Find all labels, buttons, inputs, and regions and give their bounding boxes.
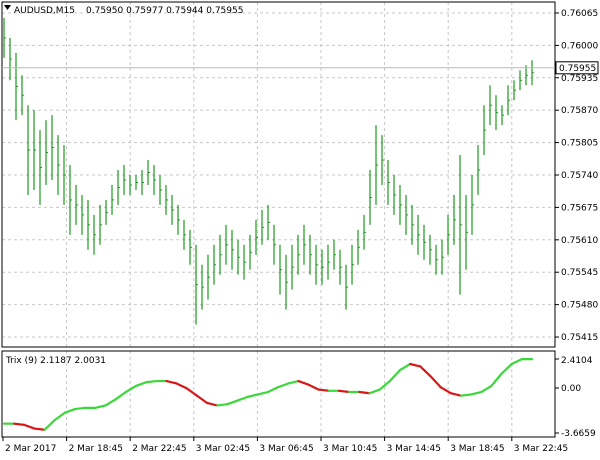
trix-segment-falling — [317, 388, 331, 392]
indicator-scale-min: -3.6659 — [561, 429, 596, 439]
trix-segment-falling — [185, 387, 199, 397]
current-price-label: 0.75955 — [559, 64, 596, 74]
time-tick-label: 2 Mar 18:45 — [69, 444, 123, 454]
symbol-label: AUDUSD,M15 — [14, 6, 75, 16]
price-tick-label: 0.75870 — [561, 106, 598, 116]
price-tick-label: 0.76065 — [561, 9, 598, 19]
price-tick-label: 0.75545 — [561, 268, 598, 278]
time-axis: 2 Mar 2017 2 Mar 18:45 2 Mar 22:45 3 Mar 02… — [2, 437, 568, 454]
price-tick-label: 0.75610 — [561, 236, 598, 246]
price-grid — [2, 2, 555, 347]
trix-segment-falling — [337, 389, 351, 394]
price-tick-label: 0.75415 — [561, 333, 598, 343]
trix-segment-rising — [490, 372, 503, 388]
trix-segment-rising — [398, 362, 412, 372]
trix-segment-rising — [287, 379, 300, 385]
price-tick-label: 0.75675 — [561, 203, 598, 213]
trix-segment-falling — [13, 422, 26, 426]
trix-segment-rising — [134, 381, 148, 388]
trix-segment-falling — [429, 375, 442, 389]
indicator-scale-max: 2.4104 — [561, 356, 593, 366]
indicator-panel-border — [1, 350, 556, 438]
trix-segment-falling — [23, 423, 36, 430]
trix-segment-rising — [266, 386, 280, 394]
trix-segment-rising — [124, 384, 138, 394]
trix-segment-falling — [205, 401, 219, 407]
trix-segment-rising — [236, 395, 249, 402]
trix-segment-rising — [226, 399, 239, 406]
trix-segment-falling — [409, 362, 422, 368]
current-price-tag: 0.75955 — [555, 61, 599, 75]
trix-segment-falling — [449, 392, 463, 397]
time-tick-label: 3 Mar 06:45 — [259, 444, 313, 454]
trix-segment-rising — [459, 393, 473, 397]
trix-segment-rising — [145, 379, 158, 384]
trix-segment-rising — [104, 398, 117, 407]
trix-segment-rising — [368, 388, 381, 395]
time-tick-label: 2 Mar 22:45 — [132, 444, 186, 454]
ohlc-label: 0.75950 0.75977 0.75944 0.75955 — [86, 6, 243, 16]
price-tick-label: 0.76000 — [561, 41, 598, 51]
trix-segment-rising — [53, 411, 67, 422]
time-tick-label: 3 Mar 22:45 — [514, 444, 568, 454]
indicator-scale-zero: 0.00 — [561, 384, 581, 394]
trix-segment-rising — [114, 390, 127, 401]
price-tick-label: 0.75740 — [561, 171, 598, 181]
trix-segment-rising — [63, 407, 77, 414]
chart-header: AUDUSD,M15 0.75950 0.75977 0.75944 0.759… — [4, 5, 243, 16]
trix-segment-rising — [277, 382, 290, 389]
trix-segment-falling — [307, 383, 320, 391]
price-tick-label: 0.75480 — [561, 301, 598, 311]
time-tick-label: 3 Mar 02:45 — [196, 444, 250, 454]
price-bars — [3, 17, 534, 325]
price-tick-label: 0.75935 — [561, 74, 598, 84]
trix-segment-rising — [73, 406, 87, 411]
time-tick-label: 3 Mar 14:45 — [387, 444, 441, 454]
trix-segment-rising — [480, 384, 493, 394]
trix-segment-falling — [297, 379, 310, 386]
time-tick-label: 2 Mar 2017 — [5, 444, 56, 454]
time-tick-label: 3 Mar 18:45 — [450, 444, 504, 454]
trix-segment-rising — [378, 379, 391, 391]
trix-segment-rising — [94, 404, 107, 409]
trix-segment-rising — [510, 358, 523, 366]
trix-segment-rising — [216, 403, 229, 407]
trix-segment-falling — [358, 390, 371, 395]
triangle-down-icon[interactable] — [4, 5, 11, 10]
trix-segment-rising — [388, 368, 402, 383]
trix-segment-rising — [500, 362, 513, 375]
indicator-axis: 2.4104 0.00 -3.6659 — [555, 356, 596, 439]
trix-segment-falling — [33, 427, 46, 431]
indicator-label: Trix (9) 2.1187 2.0031 — [5, 356, 106, 366]
trix-segment-falling — [195, 394, 209, 405]
price-axis: 0.76065 0.76000 0.75935 0.75870 0.75805 0.757… — [555, 9, 598, 343]
trix-segment-falling — [419, 365, 432, 378]
trix-segment-rising — [469, 390, 483, 396]
trix-line — [2, 358, 534, 431]
trix-segment-falling — [175, 382, 188, 390]
trix-segment-rising — [246, 393, 259, 398]
time-tick-label: 3 Mar 10:45 — [323, 444, 377, 454]
trix-segment-falling — [165, 379, 178, 385]
trix-segment-rising — [256, 390, 270, 396]
trix-segment-rising — [43, 418, 56, 431]
trix-segment-falling — [439, 386, 452, 395]
price-tick-label: 0.75805 — [561, 139, 598, 149]
